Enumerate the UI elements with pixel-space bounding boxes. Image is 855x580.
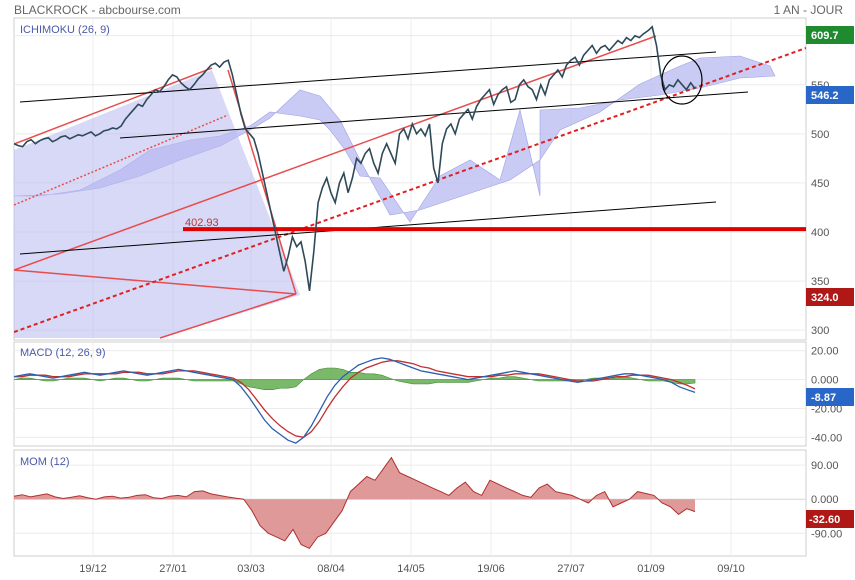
x-tick-label: 27/07 [557, 563, 585, 575]
dotted-trend-long [14, 47, 806, 333]
x-tick-label: 09/10 [717, 563, 745, 575]
badge-mom: -32.60 [806, 510, 854, 528]
price-plot [14, 25, 806, 339]
momentum-plot [14, 456, 806, 550]
x-tick-label: 03/03 [237, 563, 265, 575]
x-tick-label: 27/01 [159, 563, 187, 575]
y-tick-label: 350 [811, 276, 829, 288]
highlight-circle [661, 55, 703, 105]
price-panel-title: ICHIMOKU (26, 9) [20, 24, 110, 36]
macd-plot [14, 357, 696, 444]
macd-panel-title: MACD (12, 26, 9) [20, 347, 106, 359]
momentum-panel-frame [13, 449, 807, 557]
macd-histogram [14, 367, 696, 390]
y-tick-label: 400 [811, 227, 829, 239]
x-tick-label: 19/06 [477, 563, 505, 575]
ichimoku-cloud [14, 55, 776, 223]
channel-line-upper-3 [14, 35, 657, 271]
badge-macd: -8.87 [806, 388, 854, 406]
x-tick-label: 08/04 [317, 563, 345, 575]
fan-channel-area [14, 70, 300, 338]
momentum-line [14, 456, 696, 550]
macd-tick-label: 20.00 [811, 346, 839, 358]
macd-tick-label: -20.00 [811, 403, 842, 415]
channel-line-lower-2 [159, 293, 297, 339]
badge-last: 546.2 [806, 86, 854, 104]
momentum-tick-label: -90.00 [811, 528, 842, 540]
momentum-tick-label: 0.000 [811, 494, 839, 506]
black-trend-1 [19, 51, 717, 103]
y-tick-label: 300 [811, 325, 829, 337]
black-trend-2 [119, 91, 749, 139]
badge-high-text: 609.7 [811, 30, 839, 42]
badge-high: 609.7 [806, 26, 854, 44]
price-series-line [14, 25, 696, 292]
badge-low: 324.0 [806, 288, 854, 306]
macd-panel-frame [13, 341, 807, 447]
badge-low-text: 324.0 [811, 292, 839, 304]
chart-title: BLACKROCK - abcbourse.com [14, 3, 181, 17]
macd-line [14, 357, 696, 444]
x-tick-label: 19/12 [79, 563, 107, 575]
x-tick-label: 01/09 [637, 563, 665, 575]
badge-mom-text: -32.60 [809, 514, 840, 526]
momentum-tick-label: 90.00 [811, 460, 839, 472]
dotted-trend-short [14, 114, 229, 206]
momentum-panel-title: MOM (12) [20, 456, 70, 468]
badge-last-text: 546.2 [811, 90, 839, 102]
macd-tick-label: -40.00 [811, 432, 842, 444]
support-level-label: 402.93 [185, 217, 219, 229]
momentum-area [14, 457, 695, 549]
macd-signal-line [14, 360, 696, 438]
macd-tick-label: 0.000 [811, 375, 839, 387]
badge-macd-text: -8.87 [811, 392, 836, 404]
period-label: 1 AN - JOUR [773, 3, 843, 17]
y-tick-label: 500 [811, 129, 829, 141]
x-tick-label: 14/05 [397, 563, 425, 575]
y-tick-label: 450 [811, 178, 829, 190]
